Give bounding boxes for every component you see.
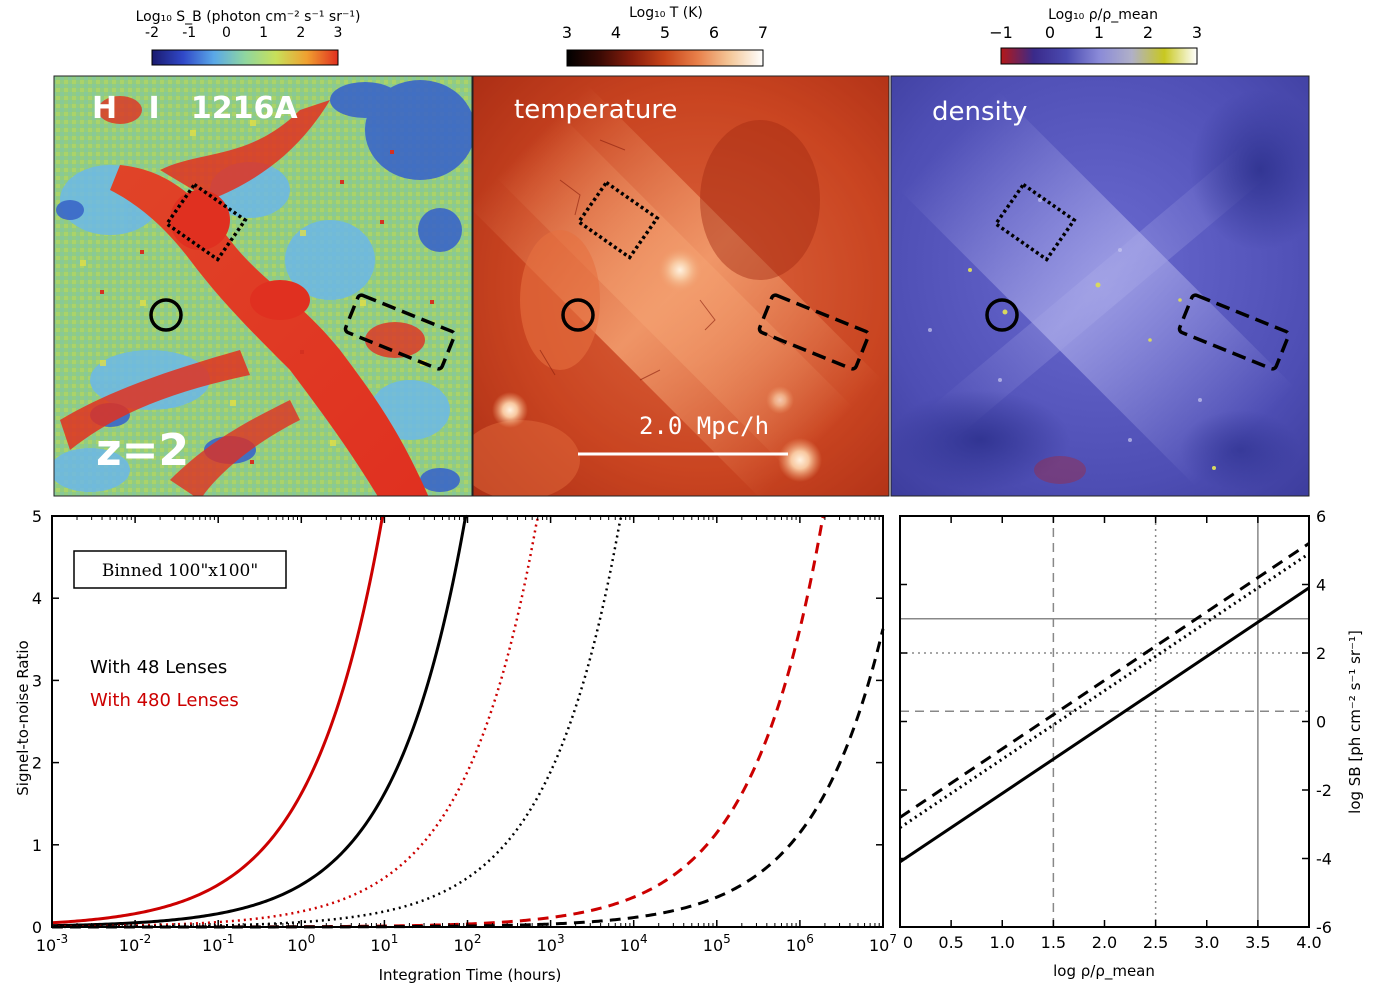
scale-bar-label: 2.0 Mpc/h (639, 412, 769, 440)
snr-plot: 10-3 10-2 10-1 100 101 102 103 104 105 106 107 0 1 2… (14, 507, 897, 984)
y-tick-label: 4 (1316, 576, 1326, 595)
colorbar-tick-label: 0 (1045, 23, 1055, 42)
snr-x-ticks: 10-3 10-2 10-1 100 101 102 103 104 105 106 107 (36, 516, 897, 955)
temperature-map (473, 76, 889, 496)
x-tick-label: 2.0 (1092, 933, 1117, 952)
y-tick-label: 3 (32, 671, 42, 690)
snr-x-axis-label: Integration Time (hours) (379, 966, 562, 984)
sb-y-axis-label: log SB [ph cm⁻² s⁻¹ sr⁻¹] (1346, 630, 1364, 814)
sb-x-ticks: 0 0.5 1.0 1.5 2.0 2.5 3.0 3.5 4.0 (899, 516, 1322, 952)
binned-label-box (73, 550, 287, 589)
binned-label: Binned 100"x100" (102, 561, 258, 581)
colorbar-tick-label: 2 (1143, 23, 1153, 42)
colorbar-temperature-ticks: 3 4 5 6 7 (562, 23, 768, 42)
snr-series-line (51, 514, 469, 928)
density-map (891, 76, 1309, 496)
colorbar-temperature: Log₁₀ T (K) 3 4 5 6 7 (562, 5, 768, 67)
y-tick-label: 0 (1316, 713, 1326, 732)
x-tick-label: 101 (370, 932, 398, 955)
colorbar-temperature-title: Log₁₀ T (K) (629, 5, 703, 21)
colorbar-tick-label: 3 (562, 23, 572, 42)
y-tick-label: 4 (32, 589, 42, 608)
y-tick-label: -4 (1316, 850, 1332, 869)
sb-density-plot: 0 0.5 1.0 1.5 2.0 2.5 3.0 3.5 4.0 -6 -4 -2 0 2 4 6 log… (899, 507, 1364, 981)
temperature-map-frame (472, 75, 890, 497)
x-tick-label: 107 (869, 932, 897, 955)
sb-x-axis-label: log ρ/ρ_mean (1053, 962, 1155, 981)
sb-series-line (899, 552, 1310, 829)
colorbar-tick-label: 1 (1094, 23, 1104, 42)
colorbar-hi: Log₁₀ S_B (photon cm⁻² s⁻¹ sr⁻¹) -2 -1 0 1 2… (136, 9, 361, 66)
colorbar-density-bar (1000, 47, 1198, 65)
density-map-frame (890, 75, 1310, 497)
legend-480-lenses: With 480 Lenses (90, 690, 239, 711)
colorbar-hi-ticks: -2 -1 0 1 2 3 (145, 25, 342, 41)
redshift-label: z=2 (96, 425, 189, 476)
colorbar-density-title: Log₁₀ ρ/ρ_mean (1048, 7, 1158, 23)
colorbar-temperature-bar (566, 49, 764, 67)
colorbar-tick-label: 5 (660, 23, 670, 42)
colorbar-tick-label: 0 (222, 25, 231, 41)
hi-map-frame (53, 75, 473, 497)
sb-series-line (899, 586, 1310, 864)
x-tick-label: 0 (903, 933, 913, 952)
y-tick-label: 0 (32, 918, 42, 937)
x-tick-label: 1.5 (1041, 933, 1066, 952)
x-tick-label: 100 (287, 932, 315, 955)
x-tick-label: 102 (454, 932, 482, 955)
colorbar-hi-title: Log₁₀ S_B (photon cm⁻² s⁻¹ sr⁻¹) (136, 9, 361, 25)
colorbar-tick-label: 1 (259, 25, 268, 41)
colorbar-hi-bar (151, 49, 339, 66)
snr-series-line (51, 514, 386, 925)
reference-lines (900, 516, 1309, 927)
x-tick-label: 0.5 (938, 933, 963, 952)
colorbar-tick-label: 2 (296, 25, 305, 41)
y-tick-label: -6 (1316, 918, 1332, 937)
colorbar-density: Log₁₀ ρ/ρ_mean −1 0 1 2 3 (989, 7, 1202, 65)
y-tick-label: 2 (1316, 644, 1326, 663)
colorbar-tick-label: 3 (1192, 23, 1202, 42)
snr-y-ticks: 0 1 2 3 4 5 (32, 507, 883, 937)
y-tick-label: 2 (32, 754, 42, 773)
colorbar-tick-label: −1 (989, 23, 1013, 42)
sb-y-ticks: -6 -4 -2 0 2 4 6 (900, 507, 1332, 937)
colorbar-tick-label: 4 (611, 23, 621, 42)
y-tick-label: 1 (32, 836, 42, 855)
y-tick-label: -2 (1316, 781, 1332, 800)
hi-map-label: H I 1216A (92, 91, 298, 126)
x-tick-label: 3.0 (1194, 933, 1219, 952)
x-tick-label: 1.0 (990, 933, 1015, 952)
sb-plot-frame (899, 515, 1310, 928)
colorbar-tick-label: -2 (145, 25, 159, 41)
x-tick-label: 4.0 (1296, 933, 1321, 952)
hi-map (54, 76, 472, 496)
x-tick-label: 10-2 (119, 932, 151, 955)
colorbar-tick-label: 7 (758, 23, 768, 42)
colorbar-tick-label: -1 (182, 25, 196, 41)
x-tick-label: 10-3 (36, 932, 68, 955)
snr-y-axis-label: Signel-to-noise Ratio (14, 640, 32, 795)
x-tick-label: 10-1 (202, 932, 234, 955)
x-tick-label: 106 (786, 932, 814, 955)
x-tick-label: 105 (703, 932, 731, 955)
x-tick-label: 2.5 (1143, 933, 1168, 952)
colorbar-density-ticks: −1 0 1 2 3 (989, 23, 1202, 42)
x-tick-label: 103 (537, 932, 565, 955)
temperature-map-label: temperature (514, 95, 677, 125)
colorbar-tick-label: 6 (709, 23, 719, 42)
legend-48-lenses: With 48 Lenses (90, 657, 227, 678)
y-tick-label: 5 (32, 507, 42, 526)
y-tick-label: 6 (1316, 507, 1326, 526)
sb-curves (899, 542, 1310, 864)
x-tick-label: 3.5 (1245, 933, 1270, 952)
colorbar-tick-label: 3 (334, 25, 343, 41)
density-map-label: density (932, 97, 1027, 127)
sb-series-line (899, 542, 1310, 819)
x-tick-label: 104 (620, 932, 648, 955)
